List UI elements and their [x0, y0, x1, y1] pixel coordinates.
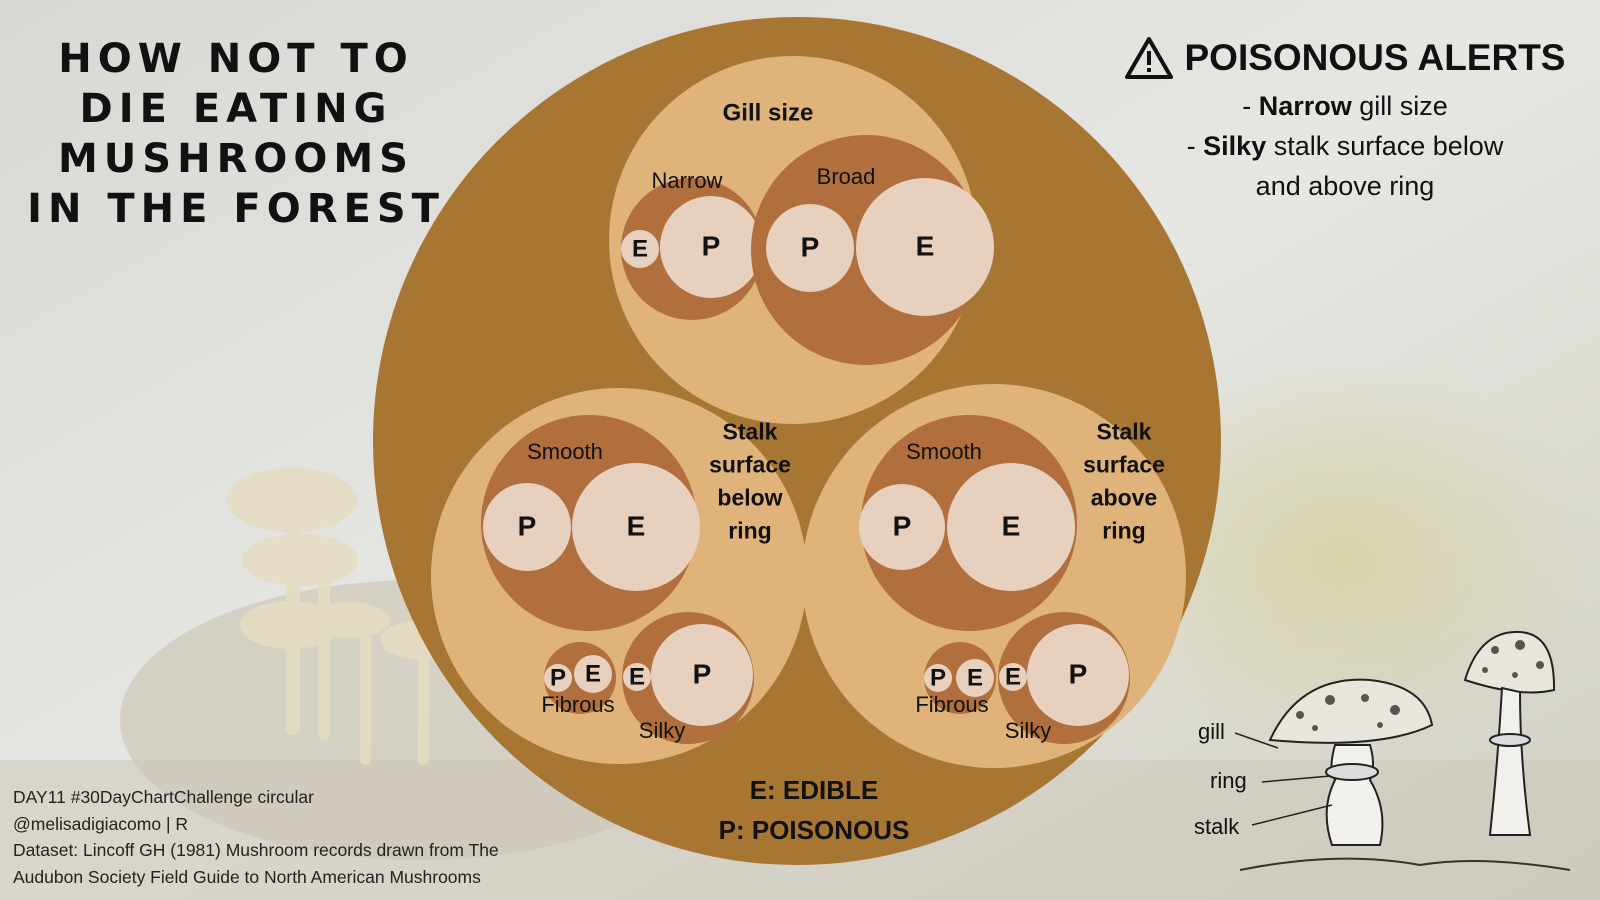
alert-item: - Silky stalk surface below — [1186, 131, 1504, 161]
page-title: HOW NOT TO DIE EATING MUSHROOMS IN THE F… — [27, 36, 445, 232]
leaf-label: P — [930, 664, 946, 691]
leaf-circle — [483, 483, 571, 571]
stalk-label: stalk — [1194, 814, 1240, 839]
leaf-label: E — [916, 230, 935, 261]
category-label: Silky — [1005, 718, 1051, 743]
legend-edible: E: EDIBLE — [750, 775, 879, 805]
leaf-circle — [544, 664, 572, 692]
leaf-circle — [623, 663, 651, 691]
leaf-circle — [621, 230, 659, 268]
stalk-pointer — [1251, 804, 1333, 826]
leaf-circle — [859, 484, 945, 570]
leaf-label: P — [1069, 658, 1088, 689]
leaf-label: P — [518, 510, 537, 541]
leaf-circle — [956, 659, 994, 697]
gill-label: gill — [1198, 719, 1225, 744]
leaf-label: P — [550, 664, 566, 691]
leaf-label: P — [893, 510, 912, 541]
leaf-label: E — [632, 235, 648, 262]
leaf-circle — [766, 204, 854, 292]
leaf-circle — [574, 655, 612, 693]
leaf-label: P — [702, 230, 721, 261]
credit-line: Audubon Society Field Guide to North Ame… — [13, 866, 481, 887]
category-label: Silky — [639, 718, 685, 743]
poisonous-alerts: POISONOUS ALERTS - Narrow gill size - Si… — [1110, 36, 1580, 206]
category-label: Broad — [817, 164, 876, 189]
leaf-circle — [572, 463, 700, 591]
warning-icon — [1125, 37, 1174, 79]
alert-item: and above ring — [1255, 171, 1435, 201]
category-label: Narrow — [652, 168, 723, 193]
leaf-label: E — [1002, 510, 1021, 541]
leaf-label: P — [693, 658, 712, 689]
gill-pointer — [1234, 732, 1279, 749]
leaf-label: E — [627, 510, 646, 541]
credit-line: @melisadigiacomo | R — [13, 813, 189, 834]
leaf-circle — [947, 463, 1075, 591]
alert-item: - Narrow gill size — [1242, 91, 1448, 121]
leaf-label: P — [801, 231, 820, 262]
leaf-circle — [856, 178, 994, 316]
alerts-heading: POISONOUS ALERTS — [1110, 36, 1580, 80]
ring-label: ring — [1210, 768, 1247, 793]
leaf-label: E — [585, 660, 601, 687]
ring-pointer — [1261, 775, 1331, 783]
leaf-label: E — [629, 663, 645, 690]
group-label: Stalk surface below ring — [709, 419, 791, 544]
leaf-label: E — [1005, 663, 1021, 690]
legend-poisonous: P: POISONOUS — [719, 815, 910, 845]
credit-line: Dataset: Lincoff GH (1981) Mushroom reco… — [13, 840, 499, 860]
category-label: Smooth — [527, 439, 603, 464]
group-label: Stalk surface above ring — [1083, 419, 1165, 544]
leaf-label: E — [967, 664, 983, 691]
category-label: Fibrous — [915, 692, 988, 717]
leaf-circle — [924, 664, 952, 692]
leaf-circle — [999, 663, 1027, 691]
leaf-circle — [651, 624, 753, 726]
group-label: Gill size — [723, 99, 814, 126]
credit-line: DAY11 #30DayChartChallenge circular — [13, 787, 314, 807]
leaf-circle — [660, 196, 762, 298]
mushroom-anatomy-illustration — [1234, 630, 1571, 871]
credits: DAY11 #30DayChartChallenge circular @mel… — [13, 784, 613, 890]
leaf-circle — [1027, 624, 1129, 726]
category-label: Smooth — [906, 439, 982, 464]
alerts-heading-text: POISONOUS ALERTS — [1184, 37, 1566, 78]
category-label: Fibrous — [541, 692, 614, 717]
